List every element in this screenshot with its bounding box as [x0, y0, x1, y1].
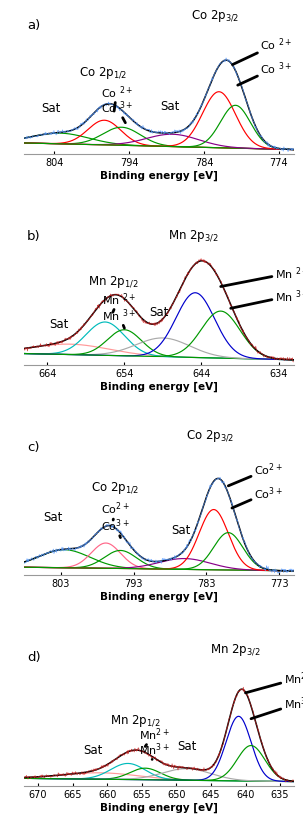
Text: Mn$^{3+}$: Mn$^{3+}$ — [138, 740, 169, 759]
Text: c): c) — [27, 440, 39, 453]
Text: Sat: Sat — [171, 523, 191, 536]
Text: Co $^{2+}$: Co $^{2+}$ — [232, 37, 292, 66]
Text: Mn$^{2+}$: Mn$^{2+}$ — [245, 670, 303, 693]
X-axis label: Binding energy [eV]: Binding energy [eV] — [100, 381, 218, 391]
Text: Mn 2p$_{1/2}$: Mn 2p$_{1/2}$ — [110, 713, 160, 728]
Text: Mn 2p$_{3/2}$: Mn 2p$_{3/2}$ — [210, 641, 260, 657]
Text: Mn 2p$_{3/2}$: Mn 2p$_{3/2}$ — [168, 229, 219, 244]
Text: Mn$^{3+}$: Mn$^{3+}$ — [251, 695, 303, 719]
Text: Co $^{3+}$: Co $^{3+}$ — [238, 60, 292, 86]
Text: a): a) — [27, 19, 40, 32]
Text: Mn $^{3+}$: Mn $^{3+}$ — [102, 306, 136, 328]
Text: Sat: Sat — [41, 102, 60, 115]
X-axis label: Binding energy [eV]: Binding energy [eV] — [100, 170, 218, 181]
Text: Sat: Sat — [161, 100, 180, 113]
Text: Sat: Sat — [149, 305, 169, 319]
Text: Co 2p$_{3/2}$: Co 2p$_{3/2}$ — [186, 428, 234, 444]
Text: Mn$^{2+}$: Mn$^{2+}$ — [138, 726, 169, 747]
Text: Co$^{3+}$: Co$^{3+}$ — [101, 517, 130, 538]
Text: Co$^{2+}$: Co$^{2+}$ — [228, 461, 283, 486]
X-axis label: Binding energy [eV]: Binding energy [eV] — [100, 802, 218, 812]
Text: Mn $^{2+}$: Mn $^{2+}$ — [221, 265, 303, 287]
Text: Co$^{2+}$: Co$^{2+}$ — [101, 500, 130, 520]
Text: Sat: Sat — [84, 743, 103, 756]
Text: b): b) — [27, 229, 41, 242]
Text: d): d) — [27, 650, 41, 663]
Text: Co 2p$_{3/2}$: Co 2p$_{3/2}$ — [191, 8, 239, 24]
Text: Sat: Sat — [44, 510, 63, 523]
Text: Mn $^{2+}$: Mn $^{2+}$ — [102, 291, 136, 313]
Text: Co 2p$_{1/2}$: Co 2p$_{1/2}$ — [79, 66, 127, 81]
Text: Co $^{3+}$: Co $^{3+}$ — [101, 99, 133, 124]
Text: Co$^{3+}$: Co$^{3+}$ — [232, 484, 283, 509]
Text: Co $^{2+}$: Co $^{2+}$ — [101, 84, 133, 112]
Text: Mn 2p$_{1/2}$: Mn 2p$_{1/2}$ — [88, 274, 138, 289]
Text: Co 2p$_{1/2}$: Co 2p$_{1/2}$ — [91, 480, 139, 495]
Text: Sat: Sat — [49, 318, 68, 331]
X-axis label: Binding energy [eV]: Binding energy [eV] — [100, 591, 218, 602]
Text: Sat: Sat — [177, 739, 196, 752]
Text: Mn $^{3+}$: Mn $^{3+}$ — [231, 287, 303, 309]
